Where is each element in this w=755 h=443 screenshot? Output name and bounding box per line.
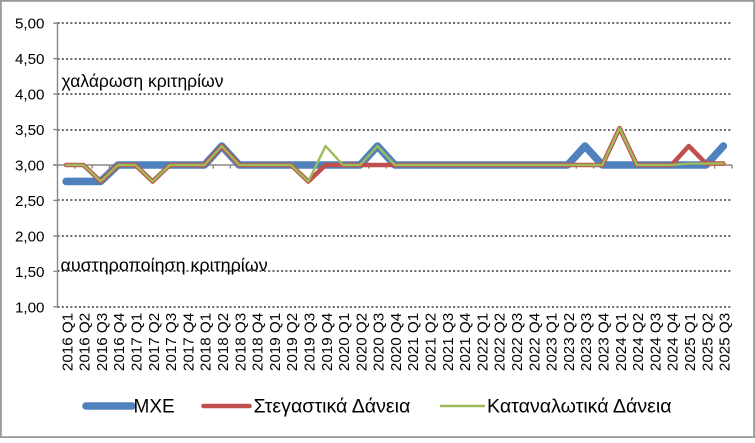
- svg-text:2017 Q2: 2017 Q2: [146, 313, 163, 371]
- svg-text:3,00: 3,00: [15, 158, 45, 175]
- svg-text:2023 Q2: 2023 Q2: [561, 313, 578, 371]
- svg-text:2025 Q3: 2025 Q3: [717, 313, 734, 371]
- svg-text:2017 Q3: 2017 Q3: [163, 313, 180, 371]
- svg-text:χαλάρωση κριτηρίων: χαλάρωση κριτηρίων: [62, 71, 224, 91]
- svg-text:2018 Q3: 2018 Q3: [232, 313, 249, 371]
- svg-text:4,50: 4,50: [15, 51, 45, 68]
- svg-text:2024 Q3: 2024 Q3: [647, 313, 664, 371]
- svg-text:2,00: 2,00: [15, 228, 45, 245]
- svg-text:3,50: 3,50: [15, 122, 45, 139]
- svg-text:2021 Q3: 2021 Q3: [440, 313, 457, 371]
- svg-text:2018 Q2: 2018 Q2: [215, 313, 232, 371]
- svg-text:2019 Q1: 2019 Q1: [267, 313, 284, 371]
- svg-text:2023 Q1: 2023 Q1: [544, 313, 561, 371]
- svg-text:2021 Q1: 2021 Q1: [405, 313, 422, 371]
- svg-text:2022 Q3: 2022 Q3: [509, 313, 526, 371]
- svg-text:2023 Q4: 2023 Q4: [596, 313, 613, 371]
- svg-text:2016 Q3: 2016 Q3: [94, 313, 111, 371]
- svg-text:2017 Q4: 2017 Q4: [180, 313, 197, 371]
- svg-text:ΜΧΕ: ΜΧΕ: [134, 397, 175, 418]
- svg-text:2024 Q2: 2024 Q2: [630, 313, 647, 371]
- svg-text:2016 Q1: 2016 Q1: [59, 313, 76, 371]
- svg-text:αυστηροποίηση κριτηρίων: αυστηροποίηση κριτηρίων: [61, 255, 268, 275]
- svg-text:2022 Q2: 2022 Q2: [492, 313, 509, 371]
- svg-text:5,00: 5,00: [15, 16, 45, 33]
- svg-text:2018 Q1: 2018 Q1: [198, 313, 215, 371]
- svg-text:4,00: 4,00: [15, 87, 45, 104]
- svg-text:2018 Q4: 2018 Q4: [250, 313, 267, 371]
- svg-text:Καταναλωτικά Δάνεια: Καταναλωτικά Δάνεια: [487, 396, 672, 418]
- svg-text:2017 Q1: 2017 Q1: [129, 313, 146, 371]
- svg-text:Στεγαστικά Δάνεια: Στεγαστικά Δάνεια: [254, 396, 411, 418]
- svg-text:2024 Q4: 2024 Q4: [665, 313, 682, 371]
- svg-text:2021 Q2: 2021 Q2: [423, 313, 440, 371]
- svg-text:2023 Q3: 2023 Q3: [578, 313, 595, 371]
- svg-text:2025 Q1: 2025 Q1: [682, 313, 699, 371]
- svg-text:2021 Q4: 2021 Q4: [457, 313, 474, 371]
- svg-text:2022 Q1: 2022 Q1: [474, 313, 491, 371]
- svg-text:2019 Q4: 2019 Q4: [319, 313, 336, 371]
- svg-text:2019 Q3: 2019 Q3: [302, 313, 319, 371]
- svg-text:2025 Q2: 2025 Q2: [699, 313, 716, 371]
- svg-text:2022 Q4: 2022 Q4: [526, 313, 543, 371]
- svg-text:2016 Q2: 2016 Q2: [77, 313, 94, 371]
- svg-text:1,50: 1,50: [15, 264, 45, 281]
- svg-text:2020 Q1: 2020 Q1: [336, 313, 353, 371]
- svg-text:2024 Q1: 2024 Q1: [613, 313, 630, 371]
- svg-text:2020 Q2: 2020 Q2: [353, 313, 370, 371]
- svg-text:2020 Q3: 2020 Q3: [371, 313, 388, 371]
- svg-text:2,50: 2,50: [15, 193, 45, 210]
- svg-text:1,00: 1,00: [15, 299, 45, 316]
- svg-text:2016 Q4: 2016 Q4: [111, 313, 128, 371]
- svg-text:2019 Q2: 2019 Q2: [284, 313, 301, 371]
- svg-text:2020 Q4: 2020 Q4: [388, 313, 405, 371]
